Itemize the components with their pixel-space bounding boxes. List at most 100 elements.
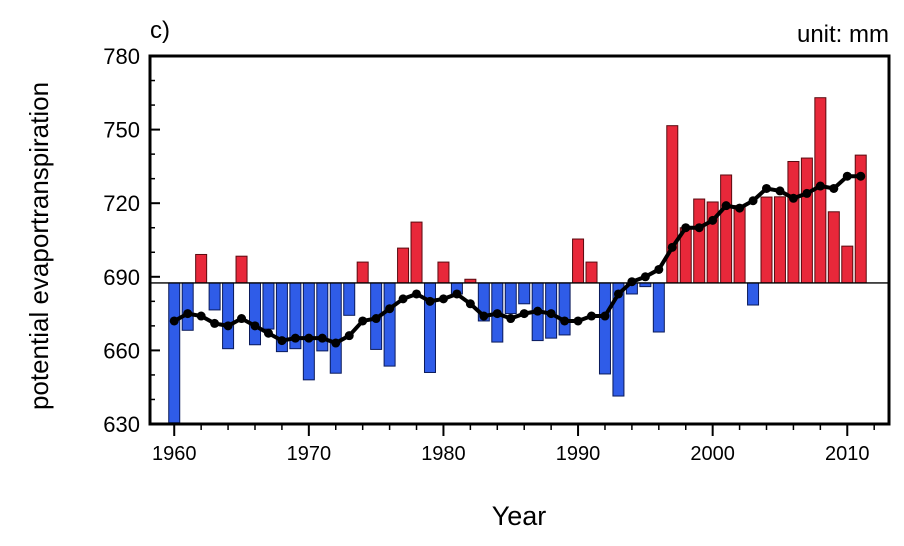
- smoothed-point-1984: [492, 309, 502, 319]
- smoothed-point-1965: [237, 314, 247, 324]
- smoothed-point-2010: [842, 171, 852, 181]
- smoothed-point-1993: [613, 289, 623, 299]
- smoothed-point-2008: [815, 181, 825, 191]
- bar-1965: [235, 255, 248, 284]
- smoothed-point-1971: [317, 333, 327, 343]
- smoothed-point-1980: [438, 294, 448, 304]
- smoothed-point-1960: [169, 316, 179, 326]
- bar-1997: [666, 125, 679, 284]
- x-tick-label: 1960: [152, 443, 197, 465]
- bar-1961: [181, 282, 194, 331]
- smoothed-point-1997: [667, 242, 677, 252]
- smoothed-point-1996: [654, 264, 664, 274]
- smoothed-point-1969: [290, 333, 300, 343]
- bar-2003: [747, 282, 760, 306]
- x-tick-label: 1980: [421, 443, 466, 465]
- smoothed-point-2002: [735, 203, 745, 213]
- smoothed-point-1987: [533, 306, 543, 316]
- x-tick-label: 1990: [556, 443, 601, 465]
- bar-1977: [397, 247, 410, 284]
- smoothed-point-1985: [506, 314, 516, 324]
- bar-1970: [302, 282, 315, 381]
- smoothed-point-1963: [210, 318, 220, 328]
- bar-2007: [800, 157, 813, 284]
- y-tick-label: 750: [103, 118, 140, 143]
- bar-1974: [356, 261, 369, 284]
- smoothed-point-2009: [829, 183, 839, 193]
- smoothed-point-2003: [748, 196, 758, 206]
- x-tick-label: 1970: [287, 443, 332, 465]
- y-tick-label: 660: [103, 338, 140, 363]
- bar-1989: [558, 282, 571, 336]
- smoothed-point-1977: [398, 294, 408, 304]
- y-tick-label: 720: [103, 191, 140, 216]
- smoothed-point-2007: [802, 188, 812, 198]
- smoothed-point-2000: [708, 215, 718, 225]
- bar-1962: [195, 253, 208, 284]
- bar-1973: [343, 282, 356, 316]
- smoothed-point-1998: [681, 223, 691, 233]
- bar-1963: [208, 282, 221, 311]
- bar-2005: [773, 196, 786, 284]
- bar-1980: [437, 261, 450, 284]
- bar-1996: [652, 282, 665, 333]
- smoothed-point-1982: [465, 299, 475, 309]
- smoothed-point-1991: [587, 311, 597, 321]
- smoothed-point-1967: [263, 328, 273, 338]
- smoothed-point-2006: [788, 193, 798, 203]
- bar-1990: [572, 238, 585, 284]
- smoothed-point-1972: [331, 338, 341, 348]
- smoothed-point-1986: [519, 309, 529, 319]
- bar-2010: [841, 245, 854, 284]
- bar-2001: [720, 174, 733, 284]
- y-tick-label: 690: [103, 265, 140, 290]
- smoothed-point-2001: [721, 201, 731, 211]
- bar-1978: [410, 221, 423, 284]
- y-axis-label: potential evaportranspiration: [24, 82, 54, 410]
- smoothed-point-1961: [183, 309, 193, 319]
- bar-1986: [518, 282, 531, 305]
- smoothed-point-1989: [560, 316, 570, 326]
- bar-1992: [598, 282, 611, 375]
- bar-1985: [504, 282, 517, 315]
- x-tick-label: 2000: [690, 443, 735, 465]
- bar-1991: [585, 261, 598, 284]
- bar-1964: [222, 282, 235, 350]
- smoothed-point-1975: [371, 314, 381, 324]
- smoothed-point-1970: [304, 333, 314, 343]
- bar-1967: [262, 282, 275, 330]
- bar-2004: [760, 196, 773, 284]
- bar-2002: [733, 205, 746, 284]
- bar-2009: [827, 211, 840, 284]
- y-tick-label: 780: [103, 44, 140, 69]
- smoothed-point-1988: [546, 309, 556, 319]
- smoothed-point-1962: [196, 311, 206, 321]
- smoothed-line: [173, 174, 861, 346]
- smoothed-point-1992: [600, 311, 610, 321]
- bar-1999: [693, 198, 706, 284]
- y-tick-label: 630: [103, 412, 140, 437]
- smoothed-point-2005: [775, 186, 785, 196]
- smoothed-point-1974: [358, 316, 368, 326]
- smoothed-point-1976: [385, 304, 395, 314]
- smoothed-point-1978: [412, 289, 422, 299]
- bar-2006: [787, 160, 800, 284]
- smoothed-point-1968: [277, 336, 287, 346]
- smoothed-point-2011: [856, 171, 866, 181]
- smoothed-point-1983: [479, 311, 489, 321]
- bar-1966: [248, 282, 261, 346]
- x-tick-label: 2010: [825, 443, 870, 465]
- smoothed-point-1964: [223, 321, 233, 331]
- smoothed-point-1995: [640, 272, 650, 282]
- smoothed-point-1973: [344, 331, 354, 341]
- smoothed-point-1990: [573, 316, 583, 326]
- bar-1972: [329, 282, 342, 374]
- unit-label: unit: mm: [797, 21, 889, 48]
- smoothed-point-2004: [762, 183, 772, 193]
- smoothed-point-1999: [694, 223, 704, 233]
- panel-label: c): [150, 17, 170, 44]
- smoothed-point-1966: [250, 321, 260, 331]
- smoothed-point-1981: [452, 289, 462, 299]
